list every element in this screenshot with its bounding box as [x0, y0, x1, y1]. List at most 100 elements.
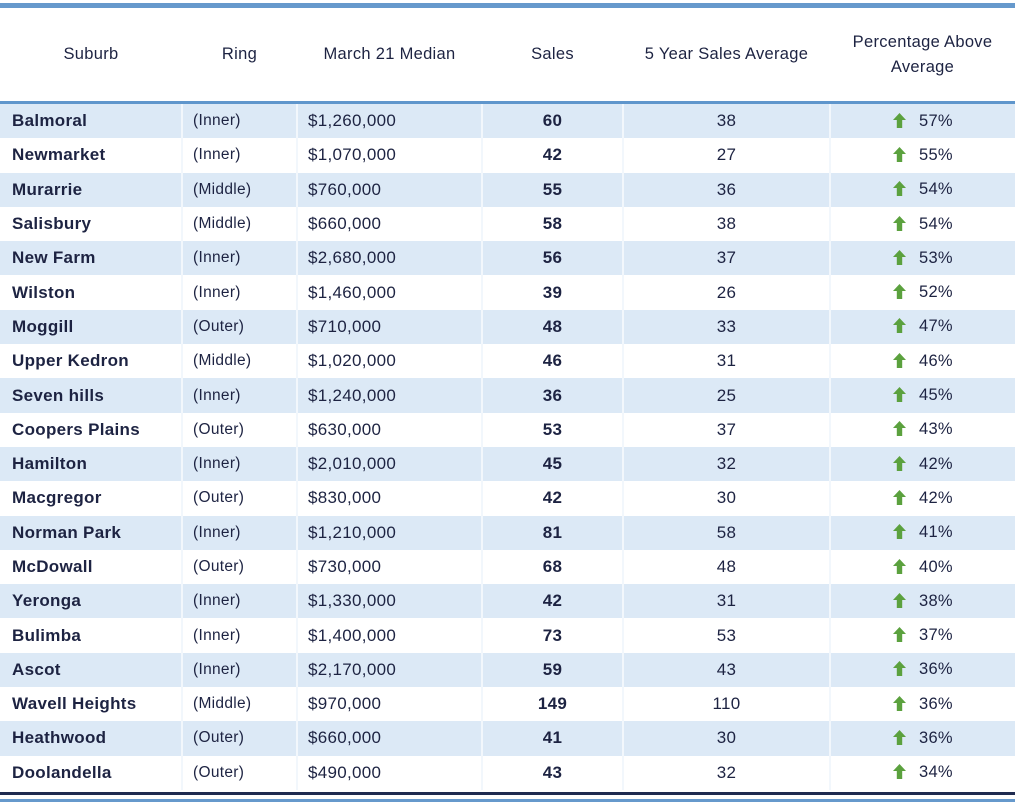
- percentage-above-average-cell: 37%: [829, 618, 1015, 653]
- table-row: Yeronga (Inner) $1,330,000 42 31 38%: [0, 584, 1015, 619]
- sales-cell: 42: [481, 138, 623, 173]
- ring-cell: (Outer): [181, 755, 297, 790]
- suburb-cell: Balmoral: [0, 102, 182, 139]
- percentage-value: 54%: [918, 180, 953, 199]
- up-arrow-icon: [893, 626, 907, 645]
- percentage-value: 41%: [918, 523, 953, 542]
- five-year-average-cell: 43: [622, 652, 830, 688]
- suburb-cell: Wilston: [12, 282, 76, 302]
- column-header-suburb: Suburb: [0, 8, 182, 104]
- table-row: Wavell Heights (Middle) $970,000 149 110…: [0, 687, 1015, 722]
- suburb-cell: McDowall: [12, 557, 93, 576]
- percentage-value: 36%: [918, 694, 953, 713]
- suburb-cell: Hamilton: [0, 446, 182, 482]
- percentage-value: 54%: [918, 214, 953, 233]
- table-row: Coopers Plains (Outer) $630,000 53 37 43…: [0, 412, 1015, 447]
- column-header-march-21-median: March 21 Median: [297, 8, 482, 104]
- suburb-cell: Newmarket: [12, 145, 106, 165]
- percentage-value: 40%: [918, 557, 953, 576]
- table-row: Ascot (Inner) $2,170,000 59 43 36%: [0, 652, 1015, 688]
- up-arrow-icon: [893, 592, 907, 611]
- sales-cell: 53: [481, 412, 623, 447]
- ring-cell: (Inner): [181, 584, 297, 619]
- sales-cell: 73: [481, 618, 623, 653]
- median-price-cell: $1,260,000: [296, 102, 482, 139]
- sales-cell: 36: [481, 378, 623, 413]
- column-header-sales: Sales: [482, 8, 623, 104]
- up-arrow-icon: [893, 249, 907, 268]
- up-arrow-icon: [893, 180, 907, 199]
- percentage-above-average-cell: 46%: [829, 344, 1015, 379]
- table-row: Norman Park (Inner) $1,210,000 81 58 41%: [0, 515, 1015, 550]
- percentage-above-average-cell: 40%: [829, 549, 1015, 585]
- median-price-cell: $730,000: [296, 549, 482, 585]
- percentage-above-average-cell: 41%: [829, 515, 1015, 550]
- percentage-value: 34%: [918, 763, 953, 782]
- sales-cell: 45: [481, 446, 623, 482]
- percentage-above-average-cell: 54%: [829, 206, 1015, 242]
- percentage-above-average-cell: 47%: [829, 309, 1015, 345]
- sales-cell: 149: [481, 687, 623, 722]
- five-year-average-cell: 58: [622, 515, 830, 550]
- ring-cell: (Inner): [181, 275, 297, 310]
- median-price-cell: $490,000: [296, 755, 482, 790]
- sales-cell: 48: [481, 309, 623, 345]
- sales-cell: 56: [481, 241, 623, 276]
- table-row: Upper Kedron (Middle) $1,020,000 46 31 4…: [0, 344, 1015, 379]
- ring-cell: (Middle): [181, 344, 297, 379]
- sales-cell: 55: [481, 172, 623, 207]
- percentage-value: 55%: [918, 145, 953, 164]
- median-price-cell: $1,210,000: [296, 515, 482, 550]
- median-price-cell: $630,000: [296, 412, 482, 447]
- up-arrow-icon: [893, 695, 907, 714]
- bottom-rule: [0, 798, 1015, 802]
- suburb-cell: Heathwood: [0, 721, 182, 756]
- table-row: Wilston (Inner) $1,460,000 39 26 52%: [0, 275, 1015, 310]
- percentage-above-average-cell: 42%: [829, 446, 1015, 482]
- percentage-above-average-cell: 36%: [829, 652, 1015, 688]
- column-header-percentage-above-average: Percentage Above Average: [830, 8, 1015, 104]
- up-arrow-icon: [893, 146, 907, 165]
- percentage-above-average-cell: 45%: [829, 378, 1015, 413]
- percentage-value: 52%: [918, 283, 953, 302]
- up-arrow-icon: [893, 317, 907, 336]
- five-year-average-cell: 26: [622, 275, 830, 310]
- suburb-cell: Murarrie: [0, 172, 182, 207]
- table-row: Murarrie (Middle) $760,000 55 36 54%: [0, 172, 1015, 207]
- table-row: Seven hills (Inner) $1,240,000 36 25 45%: [0, 378, 1015, 413]
- suburb-cell: Upper Kedron: [12, 351, 129, 371]
- percentage-value: 36%: [918, 728, 953, 747]
- suburb-cell: Ascot: [0, 652, 182, 688]
- suburb-cell: Coopers Plains: [12, 419, 140, 439]
- percentage-above-average-cell: 57%: [829, 102, 1015, 139]
- percentage-value: 45%: [918, 386, 953, 405]
- five-year-average-cell: 38: [622, 206, 830, 242]
- five-year-average-cell: 30: [622, 481, 830, 516]
- up-arrow-icon: [893, 660, 907, 679]
- five-year-average-cell: 30: [622, 721, 830, 756]
- table-row: New Farm (Inner) $2,680,000 56 37 53%: [0, 241, 1015, 276]
- table-body: Balmoral (Inner) $1,260,000 60 38 57% Ne…: [0, 102, 1015, 790]
- median-price-cell: $1,330,000: [296, 584, 482, 619]
- percentage-value: 43%: [918, 420, 953, 439]
- suburb-cell: New Farm: [0, 241, 182, 276]
- up-arrow-icon: [893, 558, 907, 577]
- up-arrow-icon: [893, 386, 907, 405]
- percentage-value: 47%: [918, 317, 953, 336]
- ring-cell: (Outer): [181, 412, 297, 447]
- column-header-ring: Ring: [182, 8, 297, 104]
- table-row: Salisbury (Middle) $660,000 58 38 54%: [0, 206, 1015, 242]
- sales-cell: 41: [481, 721, 623, 756]
- percentage-above-average-cell: 52%: [829, 275, 1015, 310]
- suburb-cell: Doolandella: [12, 762, 112, 782]
- table-row: Moggill (Outer) $710,000 48 33 47%: [0, 309, 1015, 345]
- five-year-average-cell: 53: [622, 618, 830, 653]
- percentage-value: 38%: [918, 591, 953, 610]
- suburb-cell: Wavell Heights: [12, 694, 137, 714]
- ring-cell: (Inner): [181, 515, 297, 550]
- median-price-cell: $2,010,000: [296, 446, 482, 482]
- median-price-cell: $1,460,000: [296, 275, 482, 310]
- suburb-cell: Seven hills: [0, 378, 182, 413]
- five-year-average-cell: 37: [622, 412, 830, 447]
